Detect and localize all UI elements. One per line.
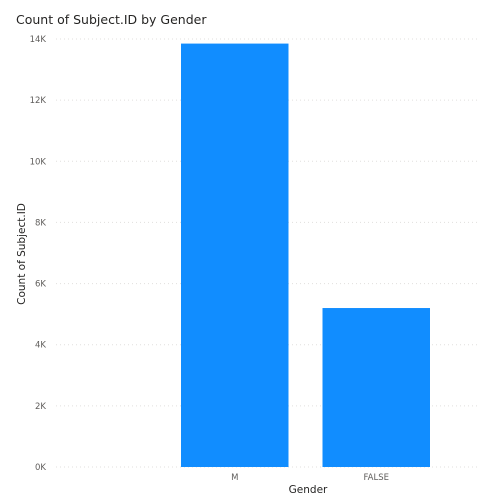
x-tick-label: M [231,473,238,483]
chart-title: Count of Subject.ID by Gender [16,12,207,27]
x-axis-title: Gender [288,484,328,496]
y-tick-label: 8K [35,218,46,228]
bar-false[interactable] [322,308,431,467]
y-tick-label: 6K [35,280,46,290]
y-tick-label: 12K [30,96,47,106]
x-tick-label: FALSE [364,473,389,483]
y-tick-label: 4K [35,341,46,351]
bar-m[interactable] [181,43,289,467]
y-tick-label: 2K [35,402,46,412]
y-tick-label: 10K [30,157,47,167]
x-axis-ticks: M FALSE [231,473,389,483]
y-axis-ticks: 0K 2K 4K 6K 8K 10K 12K 14K [30,35,47,473]
bars [181,43,431,467]
y-tick-label: 0K [35,463,46,473]
y-tick-label: 14K [30,35,47,45]
